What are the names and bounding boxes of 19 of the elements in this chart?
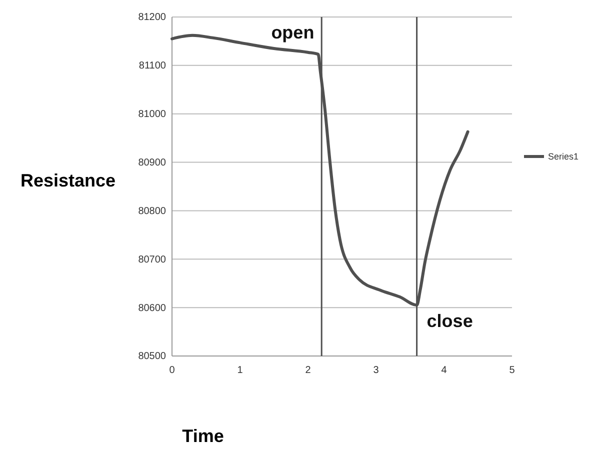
y-tick-label: 80700	[138, 254, 166, 266]
x-tick-label: 5	[509, 365, 516, 376]
x-axis-title: Time	[182, 426, 224, 446]
x-tick-label: 0	[169, 365, 176, 376]
y-tick-label: 80900	[138, 157, 166, 168]
annotation: open	[271, 22, 314, 42]
y-tick-label: 81000	[138, 109, 166, 120]
x-tick-label: 1	[237, 365, 244, 376]
y-tick-label: 80600	[138, 302, 166, 314]
y-tick-label: 80800	[138, 206, 166, 217]
x-tick-label: 4	[441, 365, 448, 376]
y-tick-label: 81100	[138, 60, 166, 72]
x-tick-label: 3	[373, 365, 380, 376]
y-tick-label: 81200	[138, 12, 166, 24]
y-axis-title: Resistance	[20, 170, 116, 190]
legend-label: Series1	[548, 152, 579, 162]
x-tick-label: 2	[305, 365, 312, 376]
annotation: close	[426, 311, 473, 332]
y-tick-label: 80500	[138, 351, 166, 362]
